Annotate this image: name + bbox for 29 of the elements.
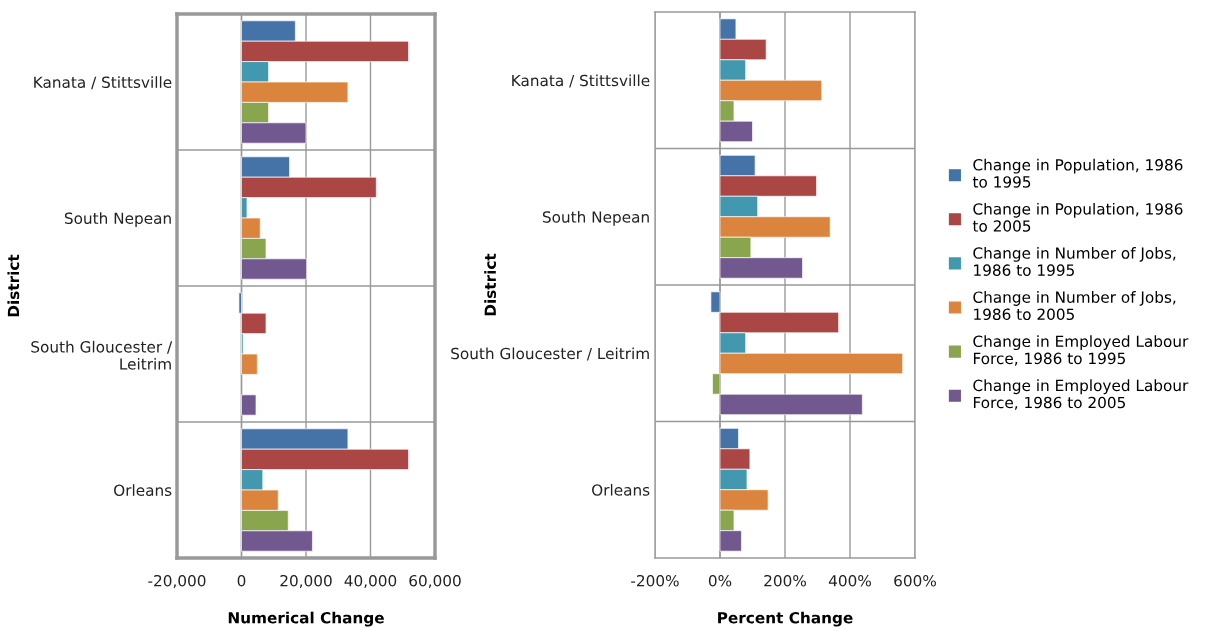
y-tick-label: South Nepean — [64, 212, 171, 227]
x-tick-label: 0 — [237, 574, 246, 587]
x-axis-title: Numerical Change — [228, 611, 384, 627]
y-tick-label: Orleans — [592, 483, 650, 496]
x-tick-label: 60,000 — [409, 574, 461, 589]
legend-label: Change in Number of Jobs, 1986 to 1995 — [973, 247, 1176, 276]
y-tick-label: South Gloucester / Leitrim — [451, 347, 649, 361]
y-tick-label: Kanata / Stittsville — [34, 76, 172, 90]
x-tick-label: 200% — [764, 574, 806, 587]
x-tick-label: 40,000 — [344, 574, 397, 589]
bar — [241, 394, 257, 416]
legend-label: Change in Population, 1986 to 1995 — [972, 158, 1183, 188]
x-tick-label: 20,000 — [280, 574, 332, 589]
y-axis-title: District — [7, 254, 20, 317]
y-tick-label: South Gloucester / Leitrim — [31, 340, 173, 370]
x-tick-label: 0% — [708, 574, 732, 587]
legend-label: Change in Number of Jobs, 1986 to 2005 — [973, 291, 1176, 321]
y-tick-label: South Nepean — [542, 210, 649, 226]
y-tick-label: Orleans — [114, 484, 172, 497]
x-tick-label: -20,000 — [148, 574, 206, 589]
x-axis-title: Percent Change — [718, 611, 853, 627]
x-tick-label: 400% — [828, 574, 871, 587]
legend-label: Change in Employed Labour Force, 1986 to 2005 — [973, 379, 1189, 410]
x-tick-label: -200% — [631, 574, 679, 587]
legend-label: Change in Population, 1986 to 2005 — [972, 202, 1183, 232]
x-tick-label: 600% — [894, 574, 936, 587]
legend-label: Change in Employed Labour Force, 1986 to 1995 — [973, 335, 1189, 366]
y-tick-label: Kanata / Stittsville — [512, 74, 650, 88]
y-axis-title: District — [484, 253, 497, 316]
